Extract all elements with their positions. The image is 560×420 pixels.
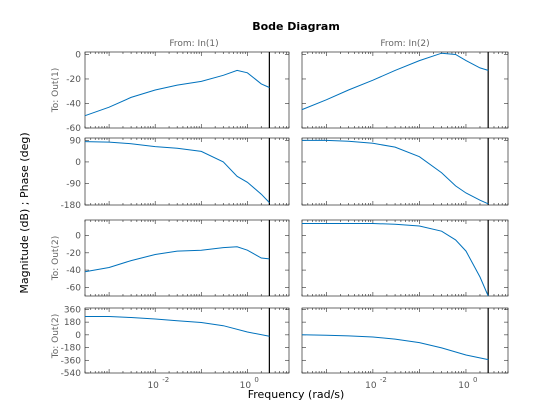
y-tick-label: -90 — [66, 179, 81, 189]
panel-phase-r3-c1 — [301, 307, 509, 374]
series-line — [84, 246, 270, 273]
y-tick-label: 90 — [70, 136, 82, 146]
panel-magnitude-r0-c1 — [301, 51, 509, 129]
x-tick-exponent: 0 — [473, 376, 477, 384]
row-title-out2-magnitude: To: Out(2) — [51, 236, 61, 281]
panel-frame — [301, 51, 509, 129]
x-tick-label: 10 — [240, 381, 252, 391]
row-title-out1-magnitude: To: Out(1) — [51, 68, 61, 113]
panel-frame — [84, 51, 290, 129]
panel-phase-r1-c1 — [301, 137, 509, 206]
panel-magnitude-r0-c0: 0 -20 -40 -60 — [66, 50, 290, 134]
panel-magnitude-r2-c0: 0 -20 -40 -60 — [66, 219, 290, 297]
series-line — [301, 334, 489, 361]
chart-title: Bode Diagram — [252, 20, 340, 33]
panel-frame — [301, 137, 509, 206]
y-tick-label: -360 — [61, 356, 82, 366]
y-tick-label: -60 — [66, 124, 81, 134]
y-tick-label: -540 — [61, 369, 82, 379]
row-title-out2-phase: To: Out(2) — [51, 314, 61, 359]
y-tick-label: -40 — [66, 266, 81, 276]
panel-group: 0-20-40-60900-90-1800-20-40-603601800-18… — [61, 50, 509, 391]
series-line — [302, 223, 489, 297]
y-tick-label: -20 — [66, 249, 81, 259]
panel-frame — [84, 137, 290, 206]
y-tick-label: -20 — [66, 75, 81, 85]
y-tick-label: -60 — [66, 283, 81, 293]
y-tick-label: -180 — [61, 201, 82, 211]
y-tick-label: 0 — [75, 158, 81, 168]
series-line — [84, 69, 270, 117]
series-line — [301, 52, 489, 111]
y-tick-label: 360 — [64, 305, 81, 315]
series-line — [302, 139, 489, 205]
y-tick-label: 180 — [64, 318, 81, 328]
x-axis-label: Frequency (rad/s) — [248, 388, 345, 401]
y-tick-label: 0 — [75, 50, 81, 60]
y-tick-label: -40 — [66, 99, 81, 109]
panel-frame — [84, 219, 290, 297]
y-tick-label: 0 — [75, 232, 81, 242]
x-tick-exponent: 0 — [254, 376, 258, 384]
series-line — [84, 141, 270, 203]
y-axis-label: Magnitude (dB) ; Phase (deg) — [18, 132, 31, 293]
panel-phase-r1-c0: 90 0 -90 -180 — [61, 136, 290, 211]
panel-magnitude-r2-c1 — [301, 219, 509, 297]
x-tick-label: 10 — [147, 381, 159, 391]
x-tick-exponent: -2 — [162, 376, 169, 384]
column-title-in1: From: In(1) — [169, 39, 218, 49]
y-tick-label: -180 — [61, 344, 82, 354]
series-line — [85, 316, 270, 337]
column-title-in2: From: In(2) — [380, 39, 429, 49]
panel-frame — [301, 219, 509, 297]
panel-phase-r3-c0: 360 180 0 -180 -360 -540 — [61, 305, 290, 379]
panel-frame — [84, 307, 290, 374]
x-tick-exponent: -2 — [380, 376, 387, 384]
x-tick-label: 10 — [458, 381, 470, 391]
x-tick-label: 10 — [365, 381, 377, 391]
y-tick-label: 0 — [75, 331, 81, 341]
